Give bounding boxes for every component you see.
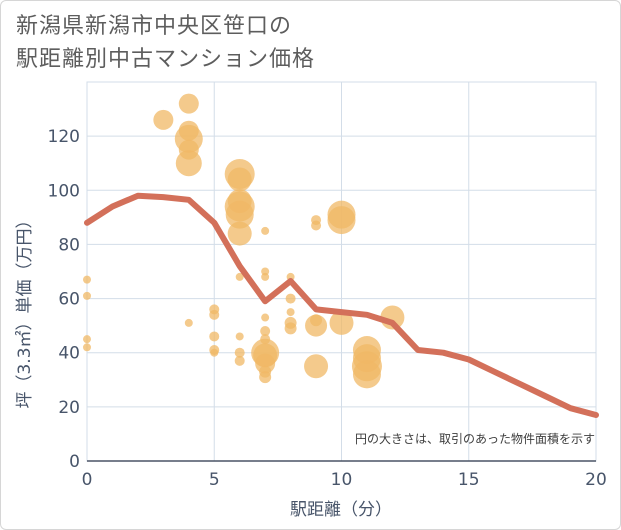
data-bubble bbox=[83, 335, 91, 344]
data-bubble bbox=[227, 167, 252, 192]
data-bubble bbox=[225, 200, 254, 229]
y-tick-label: 0 bbox=[69, 452, 80, 472]
data-bubble bbox=[235, 332, 244, 341]
data-bubble bbox=[259, 371, 272, 384]
data-bubble bbox=[261, 226, 270, 235]
data-bubble bbox=[210, 348, 219, 357]
x-tick-label: 15 bbox=[458, 470, 480, 490]
data-bubble bbox=[327, 206, 356, 235]
y-tick-label: 120 bbox=[48, 127, 80, 147]
data-bubble bbox=[352, 360, 381, 389]
x-tick-label: 10 bbox=[331, 470, 353, 490]
data-bubble bbox=[261, 313, 270, 322]
data-bubble bbox=[285, 293, 296, 304]
data-bubble bbox=[234, 347, 245, 358]
y-tick-label: 20 bbox=[58, 398, 80, 418]
data-bubble bbox=[209, 331, 220, 342]
average-price-line bbox=[84, 192, 599, 418]
data-bubble bbox=[234, 355, 245, 366]
data-bubble bbox=[184, 318, 193, 327]
size-note: 円の大きさは、取引のあった物件面積を示す bbox=[355, 431, 595, 446]
data-bubble bbox=[304, 354, 329, 379]
data-bubble bbox=[83, 343, 91, 352]
y-tick-label: 80 bbox=[58, 235, 80, 255]
y-tick-label: 100 bbox=[48, 181, 80, 201]
chart-title: 新潟県新潟市中央区笹口の 駅距離別中古マンション価格 bbox=[16, 14, 316, 72]
y-tick-label: 60 bbox=[58, 290, 80, 310]
data-bubble bbox=[153, 109, 174, 130]
data-bubble bbox=[311, 220, 322, 231]
data-bubble bbox=[286, 308, 295, 317]
data-bubble bbox=[209, 309, 220, 320]
x-tick-label: 20 bbox=[585, 470, 607, 490]
data-bubble bbox=[227, 221, 252, 246]
data-bubble bbox=[305, 314, 328, 337]
x-tick-label: 5 bbox=[209, 470, 220, 490]
data-bubble bbox=[284, 322, 297, 335]
data-bubble bbox=[83, 275, 91, 284]
x-tick-label: 0 bbox=[82, 470, 93, 490]
data-bubble bbox=[178, 93, 199, 114]
tick-labels: 0 20 40 60 80 100 120 0 5 10 15 20 bbox=[48, 127, 607, 490]
data-bubble bbox=[260, 326, 271, 337]
data-bubble bbox=[175, 150, 202, 177]
data-bubble bbox=[261, 272, 270, 281]
data-bubble bbox=[83, 291, 91, 300]
bubble-layer bbox=[83, 93, 405, 389]
y-axis-label: 坪（3.3㎡）単価（万円） bbox=[15, 211, 35, 408]
x-axis-label: 駅距離（分） bbox=[290, 500, 392, 520]
data-bubble bbox=[235, 272, 244, 281]
grid-lines bbox=[86, 81, 597, 462]
y-tick-label: 40 bbox=[58, 344, 80, 364]
data-bubble bbox=[329, 310, 354, 335]
